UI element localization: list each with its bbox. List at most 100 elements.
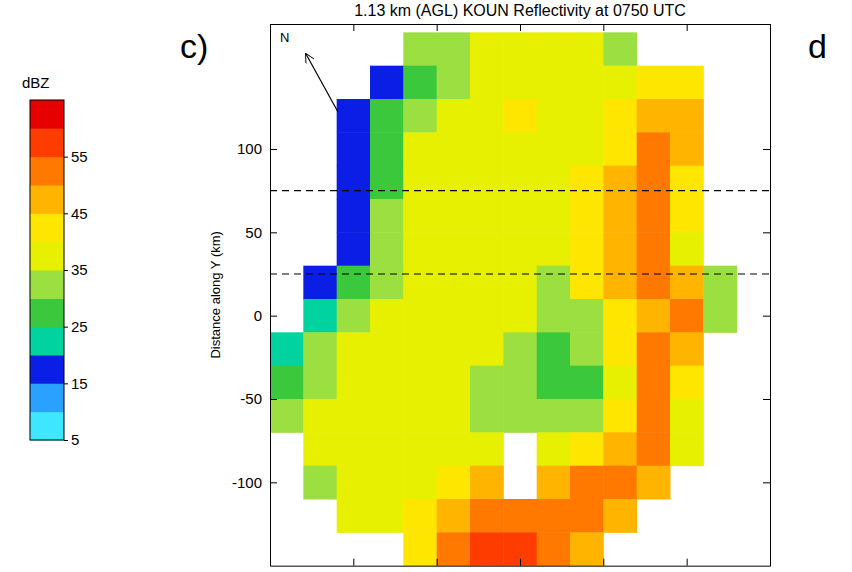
north-label: N bbox=[280, 30, 289, 45]
tick-mark bbox=[64, 157, 68, 158]
cell bbox=[503, 366, 537, 400]
cell bbox=[570, 299, 604, 333]
cell bbox=[670, 399, 704, 433]
cell bbox=[337, 399, 371, 433]
cell bbox=[270, 332, 304, 366]
cell bbox=[470, 366, 504, 400]
cell bbox=[570, 99, 604, 133]
cell bbox=[437, 532, 471, 565]
cell bbox=[403, 466, 437, 500]
cell bbox=[670, 332, 704, 366]
cell bbox=[437, 399, 471, 433]
tick-label: 100 bbox=[237, 140, 262, 157]
cell bbox=[403, 232, 437, 266]
cell bbox=[637, 66, 671, 100]
y-axis: -100-50050100 bbox=[232, 25, 277, 567]
tick: 45 bbox=[64, 205, 88, 222]
cell bbox=[537, 66, 571, 100]
tick bbox=[763, 149, 770, 150]
cell bbox=[303, 432, 337, 466]
tick: -50 bbox=[240, 390, 277, 407]
colorbar-band bbox=[30, 327, 64, 356]
tick-mark bbox=[437, 24, 438, 31]
cell bbox=[503, 332, 537, 366]
plot-area bbox=[270, 32, 770, 565]
tick-label: 15 bbox=[71, 375, 88, 392]
cell bbox=[637, 132, 671, 166]
cell bbox=[437, 99, 471, 133]
colorbar-band bbox=[30, 355, 64, 384]
tick-mark bbox=[270, 316, 277, 317]
tick bbox=[520, 24, 521, 31]
colorbar-frame bbox=[30, 100, 64, 440]
cell bbox=[637, 299, 671, 333]
colorbar-band bbox=[30, 270, 64, 299]
tick bbox=[270, 559, 271, 566]
cell bbox=[703, 266, 737, 300]
tick-mark bbox=[270, 482, 277, 483]
tick-label: 55 bbox=[71, 148, 88, 165]
cell bbox=[370, 166, 404, 200]
tick bbox=[270, 24, 271, 31]
cell bbox=[470, 232, 504, 266]
cell bbox=[403, 199, 437, 233]
cell bbox=[670, 166, 704, 200]
cell bbox=[370, 499, 404, 533]
colorbar-band bbox=[30, 185, 64, 214]
tick-mark bbox=[763, 149, 770, 150]
cell bbox=[670, 66, 704, 100]
tick-label: 25 bbox=[71, 318, 88, 335]
cell bbox=[570, 66, 604, 100]
cell bbox=[403, 132, 437, 166]
cell bbox=[370, 199, 404, 233]
tick-label: 35 bbox=[71, 261, 88, 278]
cell bbox=[270, 366, 304, 400]
cell bbox=[637, 399, 671, 433]
tick-mark bbox=[603, 559, 604, 566]
cell bbox=[503, 266, 537, 300]
cell bbox=[303, 266, 337, 300]
cell bbox=[437, 466, 471, 500]
cell bbox=[470, 166, 504, 200]
colorbar-axis: 51525354555 bbox=[64, 101, 88, 449]
cell bbox=[637, 99, 671, 133]
cell bbox=[403, 532, 437, 565]
cell bbox=[670, 266, 704, 300]
cell bbox=[570, 532, 604, 565]
cell bbox=[437, 299, 471, 333]
cell bbox=[337, 299, 371, 333]
colorbar-band bbox=[30, 157, 64, 186]
tick-mark bbox=[687, 24, 688, 31]
cell bbox=[570, 366, 604, 400]
tick-mark bbox=[353, 24, 354, 31]
tick bbox=[763, 482, 770, 483]
cell bbox=[570, 432, 604, 466]
colorbar-band bbox=[30, 213, 64, 242]
cell bbox=[337, 499, 371, 533]
cell bbox=[637, 232, 671, 266]
cell bbox=[470, 432, 504, 466]
cell bbox=[437, 499, 471, 533]
tick bbox=[687, 24, 688, 31]
cell bbox=[670, 199, 704, 233]
dashed-line bbox=[270, 273, 770, 274]
cell bbox=[370, 432, 404, 466]
cell bbox=[537, 299, 571, 333]
tick bbox=[603, 24, 604, 31]
tick-mark bbox=[763, 482, 770, 483]
cell bbox=[437, 432, 471, 466]
cell bbox=[570, 399, 604, 433]
cell bbox=[537, 499, 571, 533]
axis-line bbox=[770, 25, 771, 567]
cell bbox=[537, 532, 571, 565]
cell bbox=[637, 366, 671, 400]
cell bbox=[603, 299, 637, 333]
cell bbox=[437, 199, 471, 233]
cell bbox=[403, 66, 437, 100]
cell bbox=[537, 366, 571, 400]
y-axis-right bbox=[763, 25, 771, 567]
cell bbox=[670, 99, 704, 133]
cell bbox=[437, 132, 471, 166]
cell bbox=[303, 466, 337, 500]
dashed-line bbox=[270, 190, 770, 191]
